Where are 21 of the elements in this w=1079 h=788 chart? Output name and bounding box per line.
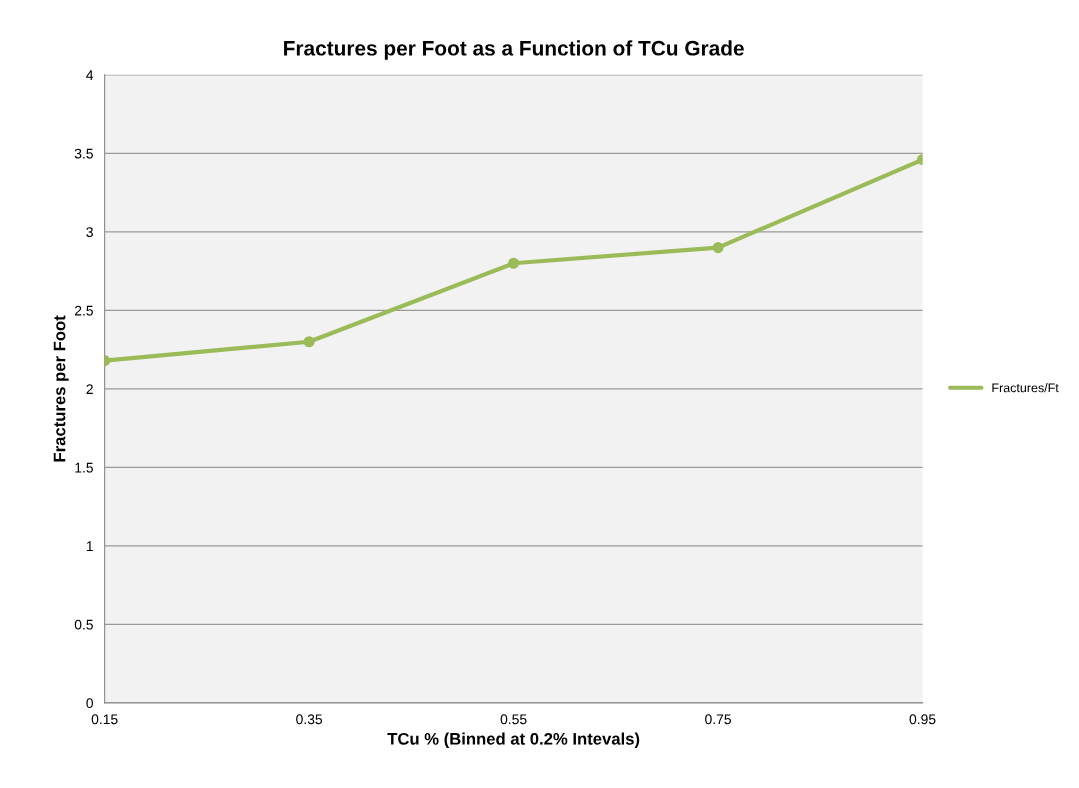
- y-tick-label: 3: [86, 227, 93, 238]
- y-axis-title: Fractures per Foot: [53, 315, 69, 462]
- x-tick-label: 0.35: [296, 714, 323, 725]
- x-tick-label: 0.15: [91, 714, 118, 725]
- y-tick-label: 2: [86, 384, 93, 394]
- point: [303, 336, 315, 348]
- y-tick-label: 2.5: [74, 305, 93, 316]
- y-tick-label: 4: [86, 70, 94, 80]
- x-tick-label: 0.75: [705, 714, 732, 725]
- point: [508, 257, 520, 269]
- x-tick-label: 0.55: [500, 714, 527, 725]
- y-tick-label: 3.5: [74, 148, 93, 159]
- x-tick-label: 0.95: [909, 714, 936, 725]
- x-axis-title: TCu % (Binned at 0.2% Intevals): [387, 732, 640, 749]
- y-tick-label: 1.5: [75, 462, 93, 473]
- y-tick-label: 0: [86, 698, 94, 709]
- y-tick-label: 1: [86, 541, 93, 551]
- point: [712, 242, 724, 254]
- chart-title: Fractures per Foot as a Function of TCu Grade: [284, 40, 744, 60]
- legend-label: Fractures/Ft: [992, 383, 1059, 393]
- y-tick-label: 0.5: [74, 619, 93, 630]
